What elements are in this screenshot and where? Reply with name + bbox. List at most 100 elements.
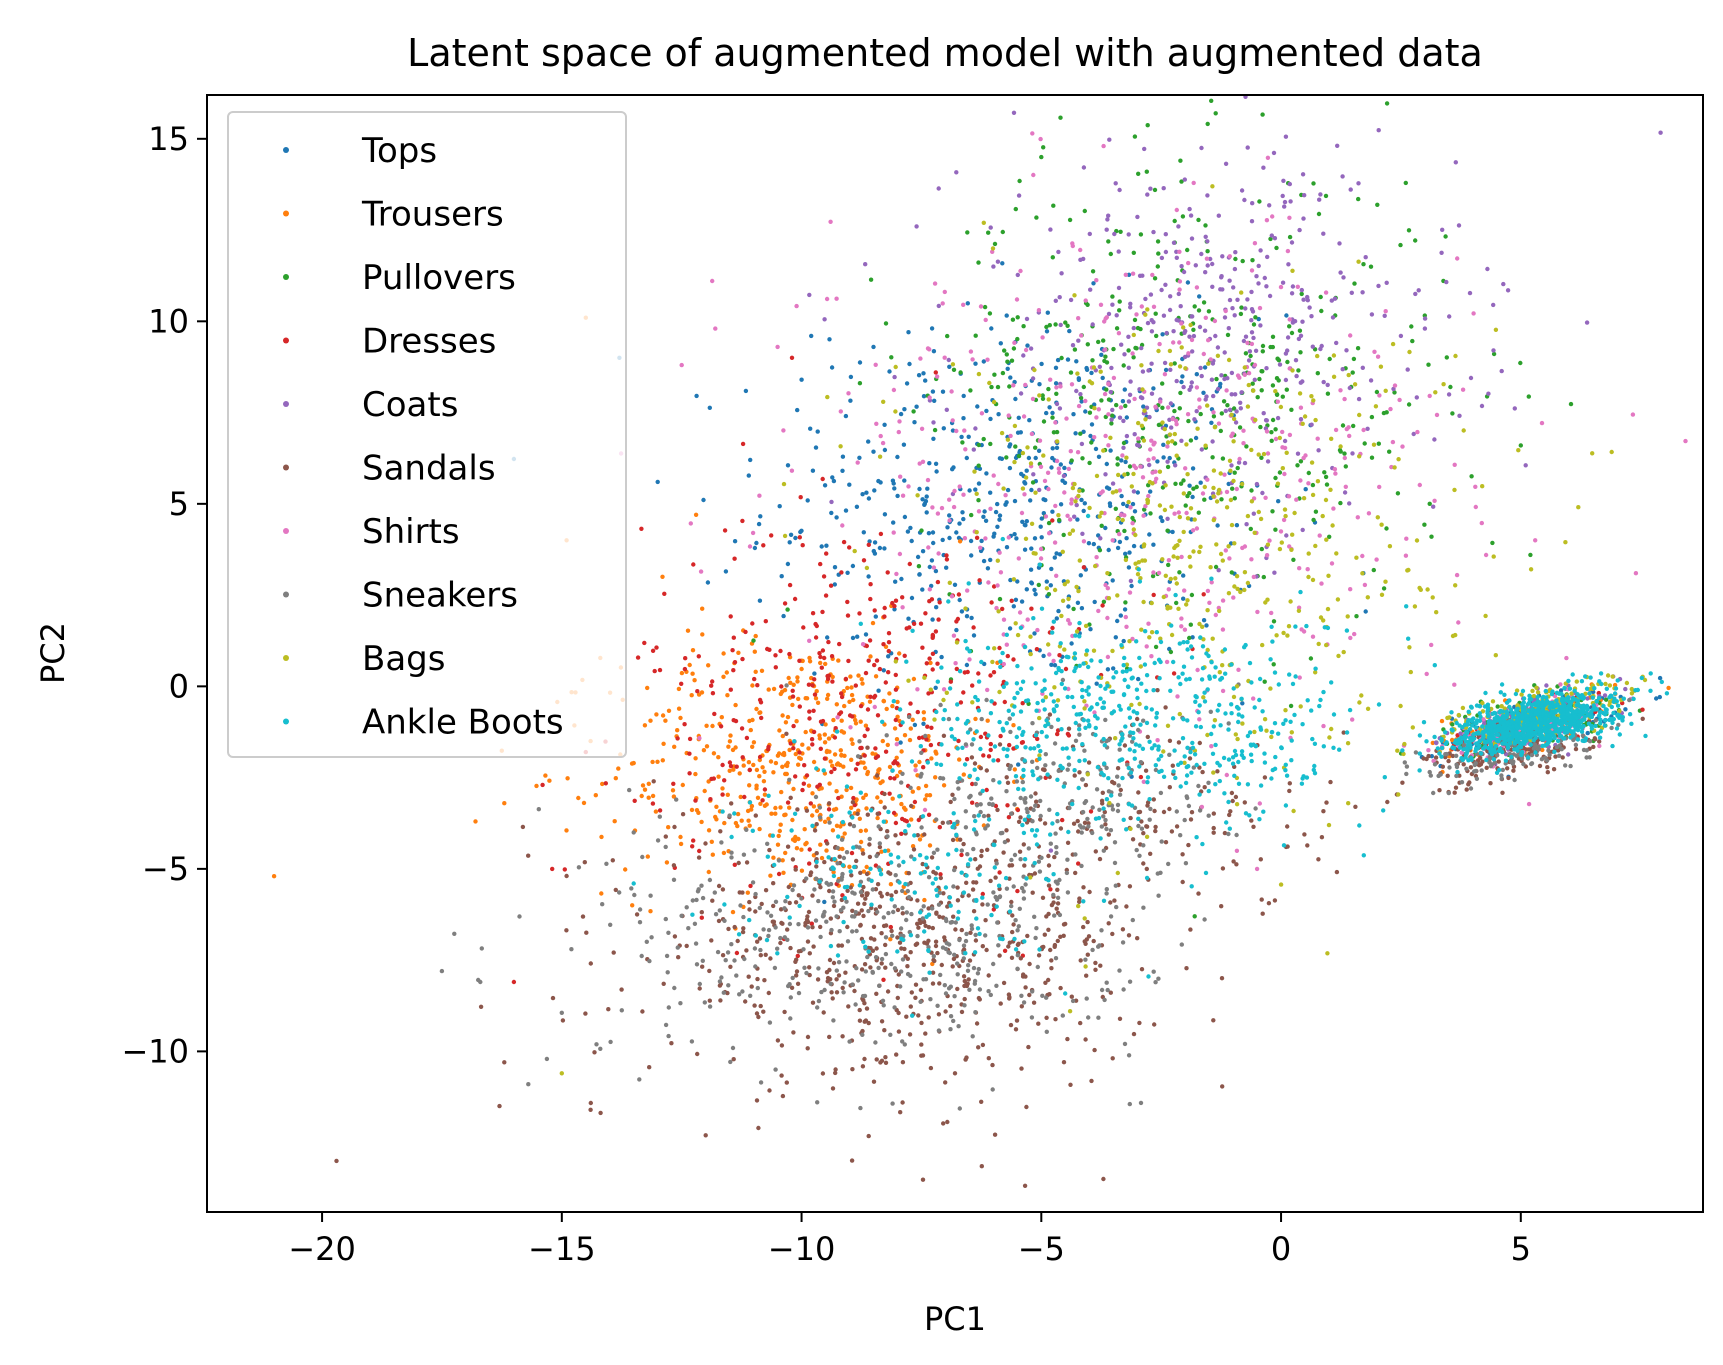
scatter-point xyxy=(986,754,992,759)
scatter-point xyxy=(1564,655,1569,661)
scatter-point xyxy=(782,601,788,606)
scatter-point xyxy=(855,811,860,816)
scatter-point xyxy=(731,668,736,673)
scatter-point xyxy=(1004,642,1009,647)
scatter-point xyxy=(1011,346,1017,351)
scatter-point xyxy=(822,987,827,993)
scatter-point xyxy=(1413,238,1418,243)
scatter-point xyxy=(743,388,749,394)
scatter-point xyxy=(778,940,783,946)
scatter-point xyxy=(1050,415,1055,420)
scatter-point xyxy=(920,1053,926,1058)
scatter-point xyxy=(1377,484,1382,490)
scatter-point xyxy=(1500,790,1505,795)
scatter-point xyxy=(683,656,688,661)
scatter-point xyxy=(1211,825,1216,831)
scatter-point xyxy=(838,710,844,715)
scatter-point xyxy=(1219,904,1224,909)
scatter-point xyxy=(1131,1031,1137,1037)
scatter-point xyxy=(786,884,791,890)
scatter-point xyxy=(948,679,953,684)
scatter-point xyxy=(1210,361,1216,366)
scatter-point xyxy=(1083,957,1088,962)
scatter-point xyxy=(806,682,812,687)
scatter-point xyxy=(1194,526,1200,531)
scatter-point xyxy=(832,565,838,570)
scatter-point xyxy=(961,956,966,961)
scatter-point xyxy=(1100,603,1105,608)
scatter-point xyxy=(868,654,873,659)
scatter-point xyxy=(1017,178,1022,184)
scatter-point xyxy=(955,986,960,992)
scatter-point xyxy=(748,883,753,889)
scatter-point xyxy=(795,807,800,812)
scatter-point xyxy=(1163,367,1169,373)
scatter-point xyxy=(1014,297,1020,302)
scatter-point xyxy=(704,744,710,749)
scatter-point xyxy=(722,820,727,826)
scatter-point xyxy=(1282,204,1287,209)
scatter-point xyxy=(802,965,807,970)
scatter-point xyxy=(1414,395,1420,400)
scatter-point xyxy=(1087,410,1093,415)
scatter-point xyxy=(807,638,812,643)
scatter-point xyxy=(1202,497,1207,502)
scatter-point xyxy=(1014,1018,1020,1023)
scatter-point xyxy=(663,844,668,850)
scatter-point xyxy=(1128,379,1133,384)
scatter-point xyxy=(923,1031,928,1036)
scatter-point xyxy=(1044,1015,1049,1020)
scatter-point xyxy=(929,558,935,563)
scatter-point xyxy=(1201,618,1207,623)
scatter-point xyxy=(1048,848,1054,853)
scatter-point xyxy=(812,671,817,676)
scatter-point xyxy=(1205,263,1210,268)
scatter-point xyxy=(693,771,698,777)
scatter-point xyxy=(807,709,812,714)
scatter-point xyxy=(1168,367,1173,372)
scatter-point xyxy=(722,778,727,783)
scatter-point xyxy=(1120,453,1125,458)
scatter-point xyxy=(849,692,855,698)
scatter-point xyxy=(1221,399,1227,404)
scatter-point xyxy=(824,551,829,556)
scatter-point xyxy=(1236,460,1242,465)
scatter-point xyxy=(1337,448,1343,453)
scatter-point xyxy=(1189,810,1195,815)
scatter-point xyxy=(1453,160,1459,165)
scatter-point xyxy=(811,944,816,949)
scatter-point xyxy=(1597,739,1602,744)
scatter-point xyxy=(1108,828,1114,833)
scatter-point xyxy=(740,441,746,447)
scatter-point xyxy=(910,717,915,722)
scatter-point xyxy=(1058,462,1064,467)
scatter-point xyxy=(1424,756,1429,762)
scatter-point xyxy=(1205,239,1210,244)
scatter-point xyxy=(926,875,932,880)
scatter-point xyxy=(1220,688,1226,694)
scatter-point xyxy=(728,733,733,738)
scatter-point xyxy=(1181,384,1186,390)
scatter-point xyxy=(1262,275,1268,281)
scatter-point xyxy=(1106,443,1111,448)
scatter-point xyxy=(804,917,810,922)
scatter-point xyxy=(793,900,799,905)
scatter-point xyxy=(931,436,936,441)
scatter-point xyxy=(785,607,790,612)
scatter-point xyxy=(866,658,871,663)
scatter-point xyxy=(710,723,715,729)
scatter-point xyxy=(844,959,849,964)
scatter-point xyxy=(864,892,870,898)
scatter-point xyxy=(923,977,929,982)
scatter-point xyxy=(730,747,736,753)
scatter-point xyxy=(687,736,693,742)
scatter-point xyxy=(1079,333,1084,338)
scatter-point xyxy=(598,1110,603,1116)
scatter-point xyxy=(865,745,870,750)
scatter-point xyxy=(882,422,887,427)
scatter-point xyxy=(983,536,988,541)
scatter-point xyxy=(759,715,764,721)
scatter-point xyxy=(891,530,896,535)
scatter-point xyxy=(1213,612,1219,618)
scatter-point xyxy=(678,715,683,721)
